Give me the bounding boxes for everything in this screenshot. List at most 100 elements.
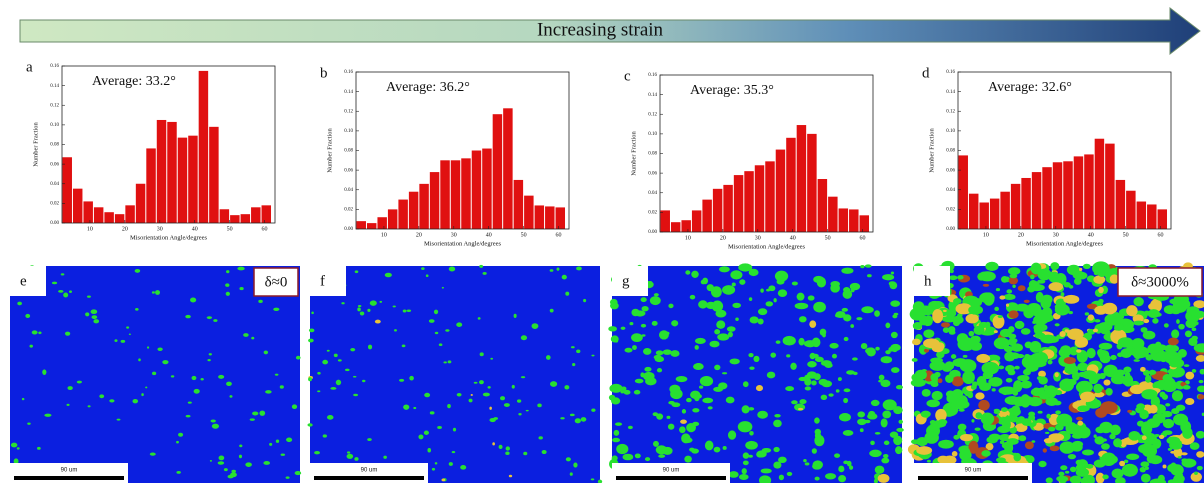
x-tick-label: 20 bbox=[122, 226, 128, 232]
grain bbox=[727, 331, 733, 338]
grain bbox=[1167, 337, 1179, 346]
grain bbox=[1133, 320, 1144, 326]
grain bbox=[616, 443, 629, 455]
grain bbox=[821, 380, 833, 388]
grain bbox=[699, 376, 714, 387]
grain bbox=[912, 338, 921, 346]
grain bbox=[730, 270, 743, 280]
grain bbox=[499, 396, 506, 401]
grain bbox=[627, 425, 633, 430]
grain bbox=[538, 436, 543, 440]
grain bbox=[141, 393, 144, 397]
grain bbox=[1183, 364, 1190, 367]
grain bbox=[564, 385, 570, 390]
grain bbox=[1171, 329, 1180, 339]
grain bbox=[369, 300, 377, 306]
grain bbox=[988, 377, 1003, 387]
grain bbox=[448, 462, 453, 466]
grain bbox=[1133, 296, 1144, 307]
grain bbox=[880, 418, 888, 428]
grain bbox=[251, 336, 255, 340]
grain bbox=[237, 266, 245, 271]
x-tick-label: 50 bbox=[521, 232, 527, 238]
grain bbox=[662, 349, 672, 355]
bar bbox=[377, 217, 387, 229]
bar bbox=[62, 157, 72, 223]
grain bbox=[259, 410, 266, 416]
y-tick-label: 0.10 bbox=[648, 132, 657, 137]
grain bbox=[353, 393, 359, 397]
grain bbox=[17, 301, 22, 306]
bar bbox=[958, 155, 968, 229]
grain bbox=[311, 311, 314, 315]
grain bbox=[957, 337, 975, 352]
grain bbox=[152, 371, 157, 376]
y-tick-label: 0.08 bbox=[648, 152, 657, 157]
grain bbox=[1014, 320, 1025, 330]
grain bbox=[981, 382, 986, 387]
grain bbox=[714, 329, 721, 335]
grain bbox=[1093, 275, 1106, 284]
bar bbox=[1136, 201, 1147, 229]
grain bbox=[1114, 326, 1120, 331]
grain bbox=[834, 313, 842, 318]
grain bbox=[1193, 300, 1204, 309]
grain bbox=[882, 399, 897, 411]
grain bbox=[994, 306, 999, 312]
x-tick-label: 20 bbox=[1018, 232, 1024, 238]
grain bbox=[1038, 298, 1043, 303]
grain bbox=[987, 424, 996, 430]
grain bbox=[263, 461, 271, 465]
grain bbox=[670, 388, 683, 400]
grain bbox=[1153, 415, 1159, 422]
grain bbox=[857, 418, 867, 426]
grain bbox=[1001, 412, 1007, 417]
grain bbox=[357, 307, 361, 312]
grain bbox=[1038, 370, 1047, 378]
grain bbox=[225, 291, 230, 296]
grain bbox=[749, 316, 759, 324]
grain bbox=[1059, 441, 1075, 454]
grain bbox=[1073, 277, 1082, 285]
grain bbox=[226, 381, 232, 387]
grain bbox=[945, 374, 954, 383]
grain bbox=[1012, 284, 1016, 288]
bar bbox=[251, 207, 261, 223]
grain bbox=[87, 405, 91, 408]
grain bbox=[875, 346, 880, 351]
grain bbox=[69, 290, 72, 294]
grain bbox=[749, 430, 754, 436]
grain bbox=[295, 355, 301, 360]
grain bbox=[967, 393, 974, 399]
grain bbox=[741, 468, 747, 475]
grain bbox=[223, 468, 228, 472]
grain bbox=[508, 474, 513, 478]
grain bbox=[591, 408, 596, 412]
grain bbox=[394, 329, 397, 332]
grain bbox=[814, 417, 820, 424]
grain bbox=[878, 374, 885, 381]
grain bbox=[698, 300, 708, 309]
bar bbox=[1073, 156, 1084, 229]
grain bbox=[1162, 464, 1167, 469]
grain bbox=[670, 350, 680, 357]
grain bbox=[1136, 420, 1145, 427]
grain bbox=[936, 302, 943, 307]
x-tick-label: 60 bbox=[556, 232, 562, 238]
grain bbox=[1167, 463, 1180, 473]
y-tick-label: 0.02 bbox=[50, 202, 59, 207]
y-tick-label: 0.10 bbox=[946, 129, 955, 134]
bar bbox=[482, 148, 492, 229]
grain bbox=[757, 308, 768, 316]
strain-label: δ≈3000% bbox=[1131, 274, 1189, 290]
x-tick-label: 60 bbox=[262, 226, 268, 232]
grain bbox=[1001, 418, 1011, 430]
grain bbox=[814, 435, 825, 447]
grain bbox=[138, 358, 141, 362]
grain bbox=[843, 397, 849, 404]
grain bbox=[367, 344, 373, 350]
grain bbox=[434, 331, 439, 335]
grain bbox=[176, 470, 181, 474]
grain bbox=[895, 446, 903, 455]
grain bbox=[1017, 374, 1030, 382]
